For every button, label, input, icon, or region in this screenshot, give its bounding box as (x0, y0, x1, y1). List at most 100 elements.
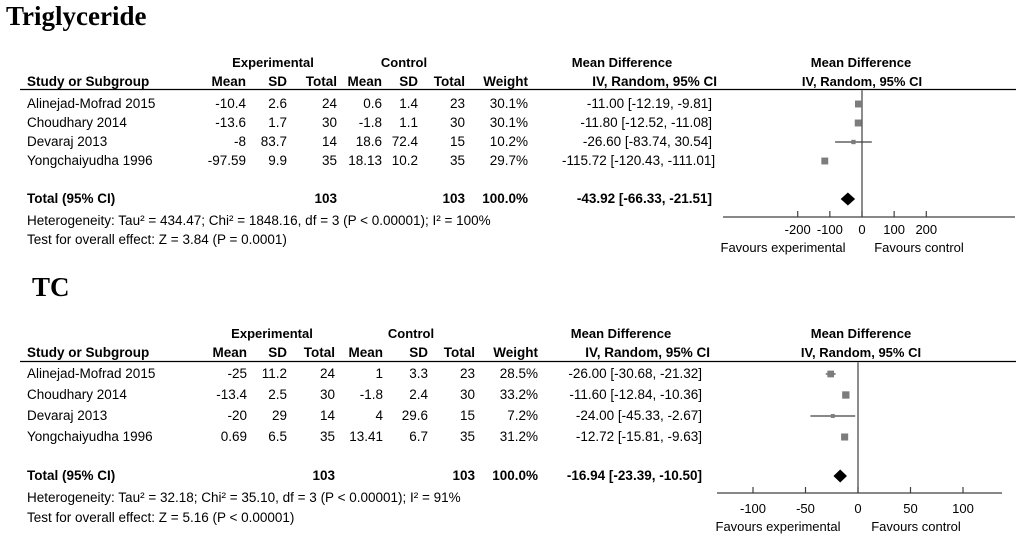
exp-total-value: 24 (319, 366, 335, 381)
exp-mean-value: -13.6 (215, 115, 246, 130)
control-group-header: Control (380, 55, 428, 70)
ctrl-mean-value: 18.13 (348, 153, 382, 168)
exp-total-value: 30 (321, 115, 337, 130)
exp-mean-value: -8 (233, 134, 246, 149)
iv-ci-value: -26.60 [-83.74, 30.54] (582, 134, 712, 149)
effect-square (855, 100, 862, 108)
iv-column-header: IV, Random, 95% CI (585, 345, 710, 360)
exp-total-value: 35 (321, 153, 337, 168)
axis-tick-label: -100 (739, 501, 767, 516)
weight-value: 10.2% (489, 134, 528, 149)
ctrl-mean-column-header: Mean (347, 74, 382, 89)
weight-value: 31.2% (499, 429, 538, 444)
effect-square (821, 157, 829, 165)
ctrl-sd-value: 2.4 (409, 387, 428, 402)
exp-total-value: 14 (319, 408, 335, 423)
ctrl-mean-value: 0.6 (363, 96, 382, 111)
effect-square (830, 414, 835, 418)
ctrl-total-value: 15 (449, 134, 465, 149)
ctrl-total-value: 15 (459, 408, 475, 423)
axis-tick-label: 100 (952, 501, 974, 516)
exp-total-value: 35 (319, 429, 335, 444)
pooled-diamond (840, 192, 856, 206)
experimental-group-header: Experimental (232, 55, 314, 70)
total-weight: 100.0% (482, 191, 528, 206)
total-iv-ci-value: -43.92 [-66.33, -21.51] (576, 191, 712, 206)
ctrl-total-column-header: Total (433, 74, 465, 89)
ctrl-sd-column-header: SD (399, 74, 418, 89)
weight-value: 30.1% (489, 115, 528, 130)
total-ctrl-total: 103 (442, 191, 465, 206)
exp-sd-value: 1.7 (268, 115, 287, 130)
iv-ci-value: -11.00 [-12.19, -9.81] (586, 96, 712, 111)
total-iv-ci-value: -16.94 [-23.39, -10.50] (566, 468, 702, 483)
iv-ci-value: -12.72 [-15.81, -9.63] (575, 429, 702, 444)
total-ctrl-total: 103 (452, 468, 475, 483)
weight-value: 30.1% (489, 96, 528, 111)
exp-mean-column-header: Mean (211, 74, 246, 89)
exp-sd-value: 2.6 (268, 96, 287, 111)
ctrl-sd-column-header: SD (409, 345, 428, 360)
ctrl-sd-value: 10.2 (391, 153, 418, 168)
ctrl-mean-value: 13.41 (349, 429, 383, 444)
favours-right-label: Favours control (871, 519, 961, 534)
ctrl-sd-value: 3.3 (409, 366, 428, 381)
effect-square (842, 391, 850, 399)
exp-sd-column-header: SD (268, 345, 287, 360)
ctrl-mean-value: -1.8 (359, 387, 383, 402)
effect-square (827, 370, 835, 378)
study-name: Alinejad-Mofrad 2015 (27, 366, 156, 381)
favours-left-label: Favours experimental (715, 519, 841, 534)
mean-difference-plot-header: Mean Difference (810, 55, 912, 70)
exp-total-value: 24 (321, 96, 337, 111)
ctrl-mean-value: 4 (375, 408, 383, 423)
exp-sd-value: 83.7 (260, 134, 287, 149)
exp-sd-value: 6.5 (268, 429, 287, 444)
effect-square (841, 433, 849, 441)
ctrl-mean-value: 18.6 (355, 134, 382, 149)
ctrl-total-column-header: Total (443, 345, 475, 360)
heterogeneity-text: Heterogeneity: Tau² = 434.47; Chi² = 184… (27, 213, 491, 228)
study-name: Alinejad-Mofrad 2015 (27, 96, 156, 111)
total-row-label: Total (95% CI) (27, 468, 116, 483)
iv-ci-value: -115.72 [-120.43, -111.01] (562, 153, 716, 168)
experimental-group-header: Experimental (231, 326, 313, 341)
iv-plot-column-header: IV, Random, 95% CI (801, 74, 923, 89)
axis-tick-label: -100 (816, 222, 843, 237)
study-name: Choudhary 2014 (27, 387, 127, 402)
exp-mean-value: -10.4 (215, 96, 246, 111)
weight-column-header: Weight (483, 74, 528, 89)
iv-ci-value: -11.60 [-12.84, -10.36] (569, 387, 702, 402)
iv-column-header: IV, Random, 95% CI (592, 74, 717, 89)
study-name: Yongchaiyudha 1996 (27, 153, 153, 168)
exp-mean-value: 0.69 (220, 429, 247, 444)
effect-square (851, 139, 856, 145)
exp-sd-value: 9.9 (268, 153, 287, 168)
total-exp-total: 103 (314, 191, 337, 206)
exp-total-column-header: Total (305, 74, 337, 89)
exp-mean-value: -97.59 (207, 153, 246, 168)
ctrl-mean-value: -1.8 (358, 115, 382, 130)
pooled-diamond (833, 469, 847, 483)
ctrl-sd-value: 1.4 (399, 96, 418, 111)
exp-total-value: 30 (319, 387, 335, 402)
ctrl-mean-value: 1 (375, 366, 383, 381)
ctrl-total-value: 30 (459, 387, 475, 402)
ctrl-total-value: 23 (459, 366, 475, 381)
total-row-label: Total (95% CI) (27, 191, 116, 206)
exp-mean-column-header: Mean (212, 345, 247, 360)
exp-mean-value: -13.4 (216, 387, 247, 402)
mean-difference-header: Mean Difference (571, 55, 673, 70)
exp-total-value: 14 (321, 134, 337, 149)
ctrl-total-value: 35 (459, 429, 475, 444)
exp-sd-value: 2.5 (268, 387, 287, 402)
iv-ci-value: -24.00 [-45.33, -2.67] (575, 408, 702, 423)
exp-sd-column-header: SD (268, 74, 287, 89)
section-title-triglyceride: Triglyceride (6, 1, 147, 31)
study-name: Yongchaiyudha 1996 (27, 429, 153, 444)
iv-plot-column-header: IV, Random, 95% CI (800, 345, 922, 360)
ctrl-sd-value: 72.4 (391, 134, 418, 149)
weight-value: 28.5% (499, 366, 538, 381)
mean-difference-plot-header: Mean Difference (810, 326, 912, 341)
